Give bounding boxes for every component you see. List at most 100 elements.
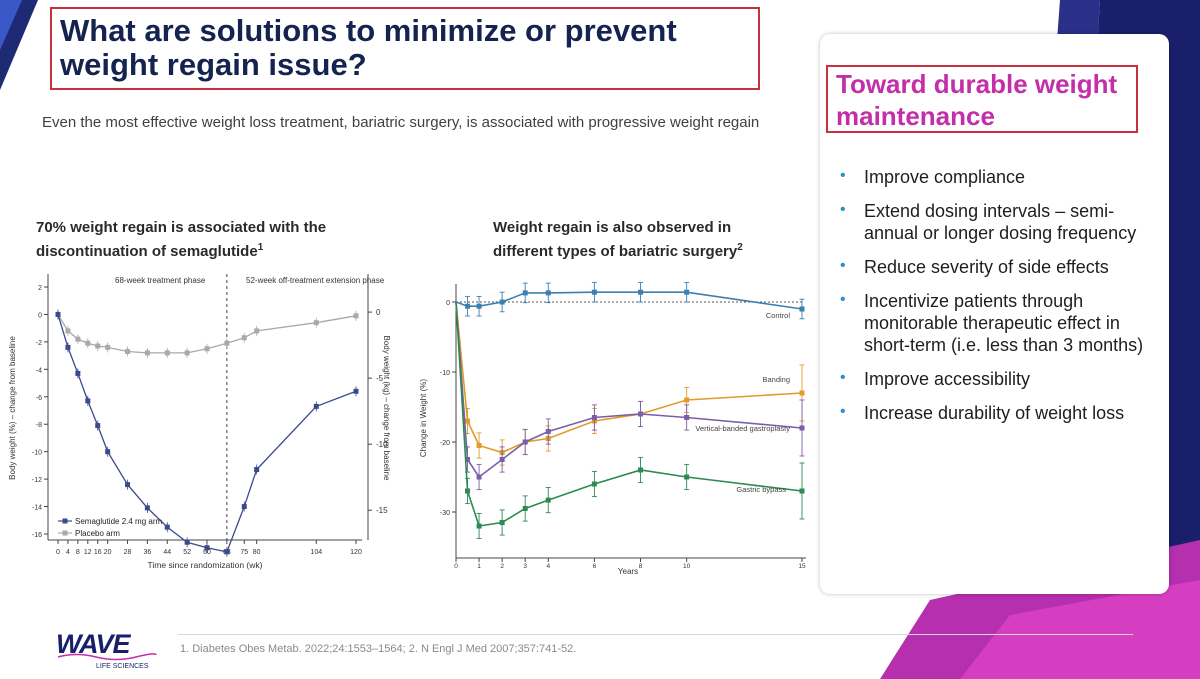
x-tick-label: 12: [84, 549, 92, 556]
list-item: • Incentivize patients through monitorabl…: [840, 290, 1160, 356]
y-tick-label: -16: [32, 532, 42, 539]
series-line: [455, 301, 803, 454]
bariatric-chart: 0 -10 -20 -30 0 1 2 3 4 6 8 10 15 Years Change in We…: [419, 281, 806, 576]
data-point: [476, 443, 482, 448]
legend-placebo-marker: [62, 530, 68, 536]
legend: Semaglutide 2.4 mg arm Placebo arm: [58, 517, 162, 538]
list-item: • Reduce severity of side effects: [840, 256, 1160, 278]
data-point: [545, 497, 551, 503]
data-point: [254, 328, 260, 334]
x-tick-label: 120: [350, 549, 362, 556]
data-point: [638, 411, 644, 417]
right-chart-heading-ref: 2: [737, 242, 743, 253]
data-point: [465, 303, 471, 309]
list-item: • Increase durability of weight loss: [840, 402, 1160, 424]
data-point: [499, 520, 505, 525]
gastric-bypass-series-label: Gastric bypass: [736, 485, 786, 494]
data-point: [224, 340, 230, 346]
y-tick-label: -6: [36, 395, 42, 402]
data-point: [799, 425, 805, 431]
logo-word: WAVE: [56, 629, 131, 659]
data-point: [522, 439, 528, 445]
data-point: [799, 488, 805, 494]
bullet-icon: •: [840, 291, 846, 308]
data-point: [125, 348, 131, 354]
series-line: [57, 314, 357, 354]
series-line: [455, 291, 803, 310]
y-tick-label: -4: [36, 367, 42, 374]
data-point: [499, 457, 505, 462]
y2-tick-label: -15: [376, 506, 388, 515]
data-point: [313, 403, 319, 409]
bullet-icon: •: [840, 167, 846, 184]
series-line: [455, 301, 803, 527]
data-point: [522, 290, 528, 296]
data-point: [75, 370, 81, 376]
y-tick-label: 0: [38, 312, 42, 319]
x-tick-label: 20: [104, 549, 112, 556]
logo-sub: LIFE SCIENCES: [96, 663, 149, 670]
list-item: • Improve compliance: [840, 166, 1160, 188]
data-point: [591, 289, 597, 295]
y-tick-label: -10: [440, 370, 450, 377]
data-point: [224, 549, 230, 555]
slide-subtitle: Even the most effective weight loss trea…: [42, 114, 760, 131]
data-point: [95, 343, 101, 349]
data-point: [105, 449, 111, 455]
x-tick-label: 44: [163, 549, 171, 556]
semaglutide-chart: 68-week treatment phase 52-week off-trea…: [8, 274, 391, 570]
data-point: [545, 429, 551, 434]
data-point: [476, 303, 482, 309]
legend-placebo-label: Placebo arm: [75, 529, 120, 538]
left-chart-heading: 70% weight regain is associated with the…: [36, 218, 376, 262]
data-point: [241, 504, 247, 510]
data-point: [638, 289, 644, 295]
left-chart-heading-text: 70% weight regain is associated with the…: [36, 219, 327, 260]
data-point: [144, 350, 150, 356]
y-tick-label: -10: [32, 450, 42, 457]
x-tick-label: 36: [144, 549, 152, 556]
x-tick-label: 0: [454, 563, 458, 570]
treatment-phase-label: 68-week treatment phase: [115, 276, 206, 285]
list-item: • Extend dosing intervals – semi-annual o…: [840, 200, 1160, 244]
list-item-text: Extend dosing intervals – semi-annual or…: [864, 201, 1137, 243]
data-point: [95, 423, 101, 429]
data-point: [591, 415, 597, 420]
data-point: [184, 539, 190, 545]
data-point: [499, 299, 505, 305]
bullet-icon: •: [840, 369, 846, 386]
data-point: [313, 320, 319, 326]
data-point: [353, 388, 359, 394]
data-point: [684, 397, 690, 403]
right-chart-heading-text: Weight regain is also observed in differ…: [493, 219, 738, 260]
banding-series-label: Banding: [762, 375, 790, 384]
data-point: [254, 467, 260, 473]
list-item-text: Reduce severity of side effects: [864, 257, 1109, 277]
data-point: [85, 340, 91, 346]
bullet-icon: •: [840, 403, 846, 420]
y2-tick-label: -10: [376, 440, 388, 449]
x-tick-label: 6: [593, 563, 597, 570]
bullet-icon: •: [840, 201, 846, 218]
panel-title-box: Toward durable weight maintenance: [826, 65, 1138, 133]
panel-title: Toward durable weight maintenance: [836, 69, 1118, 131]
data-point: [684, 474, 690, 480]
y-tick-label: 0: [446, 300, 450, 307]
slide-title-box: What are solutions to minimize or preven…: [50, 7, 760, 90]
data-point: [638, 467, 644, 473]
solutions-list: • Improve compliance • Extend dosing inter…: [840, 166, 1160, 436]
list-item: • Improve accessibility: [840, 368, 1160, 390]
durable-maintenance-panel: [820, 34, 1169, 594]
data-point: [545, 290, 551, 296]
y-axis-label: Body weight (%) – change from baseline: [8, 336, 17, 480]
legend-semaglutide-label: Semaglutide 2.4 mg arm: [75, 517, 162, 526]
data-point: [241, 335, 247, 341]
data-point: [684, 289, 690, 295]
extension-phase-label-text: 52-week off-treatment extension phase: [246, 276, 385, 285]
data-point: [164, 524, 170, 530]
y2-tick-label: 0: [376, 308, 381, 317]
x-tick-label: 1: [477, 563, 481, 570]
wave-logo: WAVE LIFE SCIENCES: [56, 629, 157, 670]
y-tick-label: -8: [36, 422, 42, 429]
x-tick-label: 52: [183, 549, 191, 556]
